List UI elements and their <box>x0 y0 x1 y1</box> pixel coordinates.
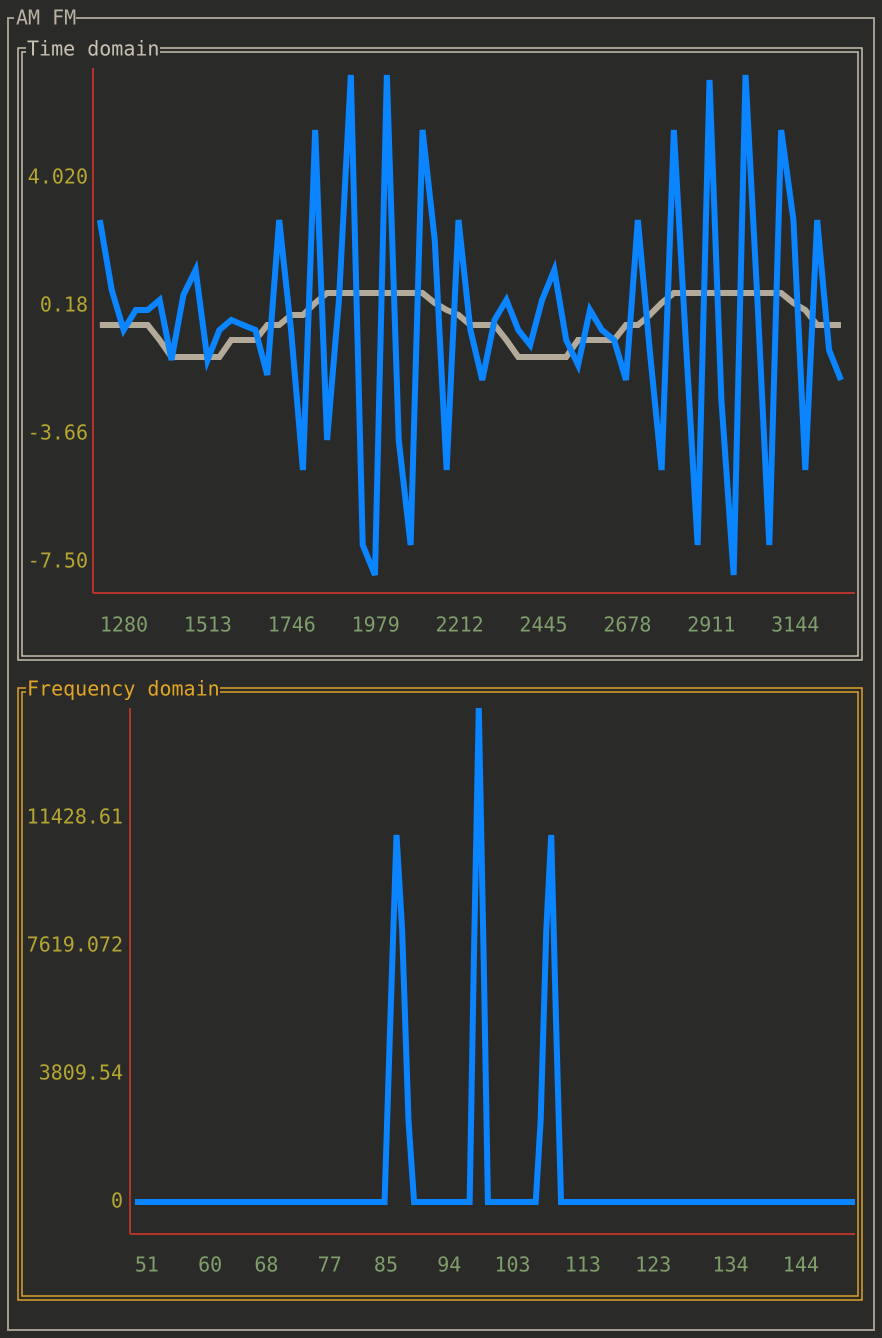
x-tick-label: 1513 <box>184 613 232 637</box>
panel-border-inner <box>21 691 859 1297</box>
series-line <box>96 74 844 577</box>
x-tick-label: 51 <box>135 1253 159 1277</box>
x-tick-label: 68 <box>254 1253 278 1277</box>
y-tick-label: 4.020 <box>28 165 88 189</box>
x-tick-label: 77 <box>318 1253 342 1277</box>
outer-frame <box>7 17 875 1331</box>
x-tick-label: 103 <box>494 1253 530 1277</box>
x-tick-label: 144 <box>783 1253 819 1277</box>
x-tick-label: 85 <box>374 1253 398 1277</box>
x-tick-label: 113 <box>565 1253 601 1277</box>
x-tick-label: 1746 <box>268 613 316 637</box>
title-backdrop <box>14 6 76 30</box>
x-tick-label: 1280 <box>100 613 148 637</box>
x-tick-label: 123 <box>635 1253 671 1277</box>
x-tick-label: 94 <box>437 1253 461 1277</box>
x-tick-label: 2445 <box>519 613 567 637</box>
y-tick-label: 3809.54 <box>39 1061 123 1085</box>
y-tick-label: 7619.072 <box>27 932 123 956</box>
x-tick-label: 2212 <box>436 613 484 637</box>
series-line <box>134 708 855 1206</box>
x-tick-label: 2911 <box>687 613 735 637</box>
x-tick-label: 60 <box>198 1253 222 1277</box>
panel-title-backdrop <box>26 36 160 60</box>
x-tick-label: 1979 <box>352 613 400 637</box>
y-tick-label: 0.18 <box>40 293 88 317</box>
window-title: AM FM <box>16 6 76 30</box>
panel-border-outer <box>17 47 863 661</box>
panel-border-outer <box>17 687 863 1301</box>
y-tick-label: -3.66 <box>28 421 88 445</box>
y-tick-label: 0 <box>111 1189 123 1213</box>
x-tick-label: 3144 <box>771 613 819 637</box>
panel-border-inner <box>21 51 859 657</box>
panel-title: Frequency domain <box>27 677 220 701</box>
y-tick-label: -7.50 <box>28 549 88 573</box>
x-tick-label: 2678 <box>603 613 651 637</box>
panel-title: Time domain <box>27 37 159 61</box>
panel-title-backdrop <box>26 676 220 700</box>
y-tick-label: 11428.61 <box>27 804 123 828</box>
x-tick-label: 134 <box>712 1253 748 1277</box>
